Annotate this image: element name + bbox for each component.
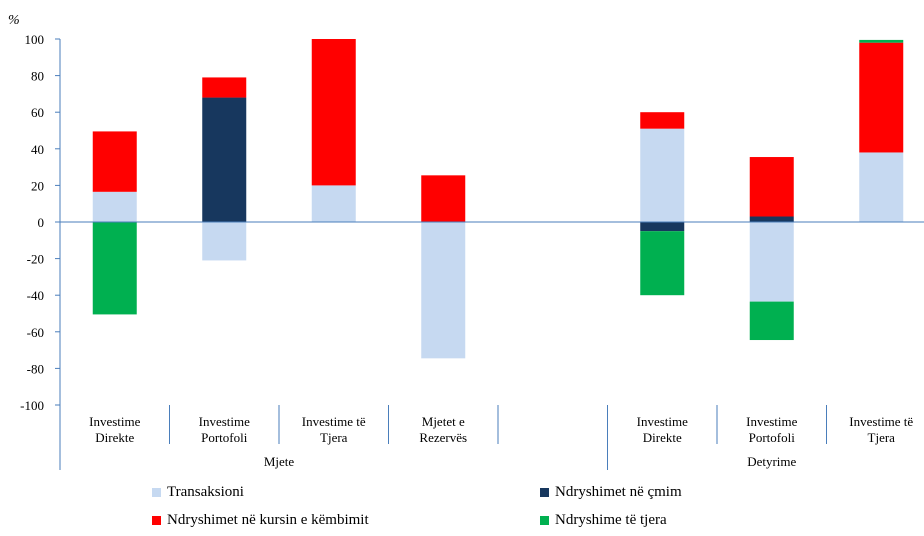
bar-7-series-0 <box>859 152 904 222</box>
bar-2-series-0 <box>311 185 356 222</box>
x-tick-label: Tjera <box>868 430 896 445</box>
x-tick-label: Investime <box>89 414 140 429</box>
legend-label: Ndryshime të tjera <box>555 512 667 528</box>
chart: %100806040200-20-40-60-80-100InvestimeDi… <box>8 13 924 470</box>
legend-item-ndryshime-te-tjera: Ndryshime të tjera <box>540 512 667 529</box>
x-tick-label: Direkte <box>95 430 134 445</box>
y-axis-title: % <box>8 13 20 28</box>
y-tick-label: -80 <box>27 361 44 376</box>
x-tick-label: Investime <box>637 414 688 429</box>
bar-5-series-3 <box>640 231 685 296</box>
legend-swatch <box>152 516 161 525</box>
bar-5-series-0 <box>640 128 685 222</box>
y-tick-label: 20 <box>31 178 44 193</box>
legend-item-ndryshimet-ne-kursin: Ndryshimet në kursin e këmbimit <box>152 512 369 529</box>
group-label: Mjete <box>264 454 295 469</box>
bar-2-series-2 <box>311 39 356 186</box>
x-tick-label: Portofoli <box>749 430 796 445</box>
bar-1-series-0 <box>202 222 247 261</box>
x-tick-label: Tjera <box>320 430 348 445</box>
legend-item-ndryshimet-ne-cmim: Ndryshimet në çmim <box>540 484 682 501</box>
y-tick-label: -100 <box>20 398 44 413</box>
bar-6-series-2 <box>749 157 794 217</box>
legend-label: Ndryshimet në kursin e këmbimit <box>167 512 369 528</box>
bar-1-series-2 <box>202 77 247 98</box>
legend-label: Transaksioni <box>167 484 244 500</box>
bar-3-series-0 <box>421 222 466 359</box>
y-tick-label: -20 <box>27 252 44 267</box>
x-tick-label: Investime <box>199 414 250 429</box>
x-tick-label: Investime të <box>302 414 366 429</box>
y-tick-label: 100 <box>25 32 45 47</box>
bar-6-series-1 <box>749 216 794 222</box>
legend-item-transaksioni: Transaksioni <box>152 484 244 501</box>
bar-0-series-3 <box>92 222 137 315</box>
bar-1-series-1 <box>202 97 247 222</box>
legend-swatch <box>540 488 549 497</box>
bar-5-series-1 <box>640 222 685 232</box>
y-tick-label: -60 <box>27 325 44 340</box>
y-tick-label: 60 <box>31 105 44 120</box>
x-tick-label: Rezervës <box>419 430 467 445</box>
bar-7-series-3 <box>859 39 904 43</box>
y-tick-label: -40 <box>27 288 44 303</box>
x-tick-label: Direkte <box>643 430 682 445</box>
group-label: Detyrime <box>747 454 796 469</box>
bar-6-series-3 <box>749 301 794 341</box>
y-tick-label: 40 <box>31 142 44 157</box>
bar-6-series-0 <box>749 222 794 302</box>
bar-3-series-2 <box>421 175 466 222</box>
x-tick-label: Mjetet e <box>422 414 465 429</box>
y-tick-label: 0 <box>38 215 45 230</box>
legend-swatch <box>540 516 549 525</box>
legend-swatch <box>152 488 161 497</box>
y-tick-label: 80 <box>31 69 44 84</box>
bar-0-series-2 <box>92 131 137 192</box>
bar-0-series-0 <box>92 191 137 222</box>
bar-7-series-2 <box>859 42 904 153</box>
x-tick-label: Investime <box>746 414 797 429</box>
x-tick-label: Portofoli <box>201 430 248 445</box>
x-tick-label: Investime të <box>849 414 913 429</box>
bar-5-series-2 <box>640 112 685 129</box>
legend-label: Ndryshimet në çmim <box>555 484 682 500</box>
